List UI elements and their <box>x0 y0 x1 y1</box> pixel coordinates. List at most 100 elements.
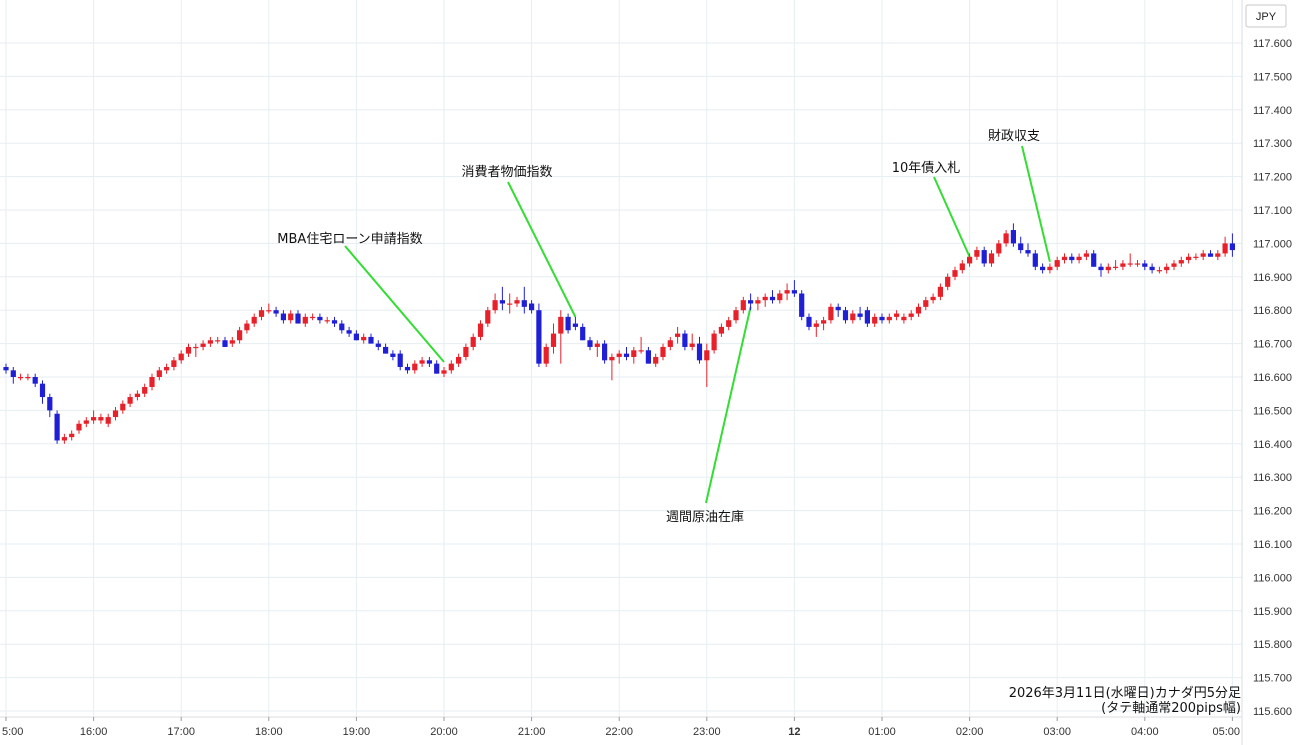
candle-body <box>631 350 637 357</box>
candle-body <box>923 300 929 307</box>
candle-body <box>295 313 301 324</box>
candle <box>1215 250 1221 261</box>
y-tick-label: 116.700 <box>1253 339 1292 351</box>
candle <box>477 320 484 341</box>
candle <box>470 333 476 351</box>
candle-body <box>821 320 827 324</box>
candle-body <box>127 397 133 404</box>
candle-body <box>397 353 403 367</box>
candle-body <box>1018 243 1024 251</box>
y-tick-label: 117.100 <box>1253 205 1292 217</box>
candle <box>1054 256 1060 271</box>
candle-body <box>171 360 177 367</box>
candle <box>623 346 630 361</box>
candle-body <box>1091 253 1097 267</box>
candle <box>237 326 243 344</box>
candle-body <box>1003 233 1009 244</box>
candle-body <box>988 253 995 264</box>
candle-body <box>514 300 520 304</box>
annotation-line <box>344 245 445 363</box>
candle <box>317 313 323 324</box>
candle-body <box>492 300 498 311</box>
currency-label: JPY <box>1256 11 1277 23</box>
candle <box>1193 253 1199 261</box>
candle-body <box>317 316 323 321</box>
annotation-line <box>705 306 752 504</box>
candle-body <box>185 346 192 354</box>
candle <box>98 413 104 424</box>
candle-body <box>886 316 892 321</box>
candle <box>609 353 615 381</box>
candle <box>638 336 644 354</box>
candle-body <box>1222 243 1228 254</box>
candle-body <box>1134 263 1141 265</box>
candle <box>1229 233 1235 257</box>
candle <box>536 303 542 367</box>
candle-body <box>653 356 659 364</box>
candle-body <box>594 343 600 347</box>
y-tick-label: 116.100 <box>1253 539 1292 551</box>
candle-body <box>967 256 973 264</box>
y-tick-label: 117.200 <box>1253 172 1292 184</box>
candle-body <box>1054 260 1060 267</box>
candle-body <box>266 310 272 312</box>
candle <box>769 290 776 304</box>
candle <box>616 350 622 364</box>
candle <box>945 273 951 291</box>
y-tick-label: 117.000 <box>1253 238 1292 250</box>
candle-body <box>762 296 768 301</box>
candle-body <box>645 350 651 364</box>
candle <box>784 283 790 301</box>
candle <box>602 340 608 364</box>
chart-note-line-2: (タテ軸通常200pips幅) <box>1101 701 1241 716</box>
candle <box>32 373 38 388</box>
candle <box>288 310 294 324</box>
annotation-line <box>933 176 971 258</box>
candle-body <box>69 433 75 438</box>
candle <box>25 373 31 381</box>
candle-body <box>404 366 411 371</box>
candle <box>419 356 425 367</box>
candle <box>682 330 688 351</box>
candle <box>872 313 878 327</box>
candle-body <box>733 310 739 321</box>
candle-body <box>463 346 469 357</box>
candle <box>456 353 462 367</box>
candle <box>69 430 75 441</box>
annotation-label: 消費者物価指数 <box>461 165 552 180</box>
candle-body <box>1178 260 1184 264</box>
candle-body <box>215 340 221 342</box>
annotation-label: 10年債入札 <box>892 161 961 176</box>
candle-body <box>1083 253 1089 257</box>
candle <box>1025 243 1031 257</box>
candle <box>499 286 505 311</box>
candle-body <box>784 290 790 294</box>
candle <box>448 360 454 374</box>
candle-body <box>368 336 374 344</box>
candle <box>835 303 841 317</box>
candle-body <box>134 393 140 398</box>
candle <box>353 330 359 341</box>
candle <box>463 343 469 361</box>
candle <box>1149 263 1155 274</box>
candle <box>1091 250 1097 267</box>
candle <box>572 316 578 331</box>
x-axis-ticks: 5:00 16:00 17:00 18:00 19:00 20:00 21:00 22:00 2… <box>2 717 1240 738</box>
candle <box>580 323 586 341</box>
x-tick-label: 03:00 <box>1043 726 1071 738</box>
candle-body <box>602 343 608 361</box>
candle-body <box>412 363 418 371</box>
annotation-leader-lines <box>344 145 1051 504</box>
candle-body <box>91 417 97 421</box>
candle <box>908 310 914 321</box>
candle-body <box>1164 266 1170 271</box>
candle-body <box>1105 266 1111 271</box>
x-tick-label: 02:00 <box>956 726 984 738</box>
y-tick-label: 115.700 <box>1253 673 1292 685</box>
candle-body <box>623 353 630 357</box>
candle-body <box>974 250 980 257</box>
candle-body <box>945 276 951 287</box>
candle <box>1010 223 1016 247</box>
candle <box>47 393 53 418</box>
